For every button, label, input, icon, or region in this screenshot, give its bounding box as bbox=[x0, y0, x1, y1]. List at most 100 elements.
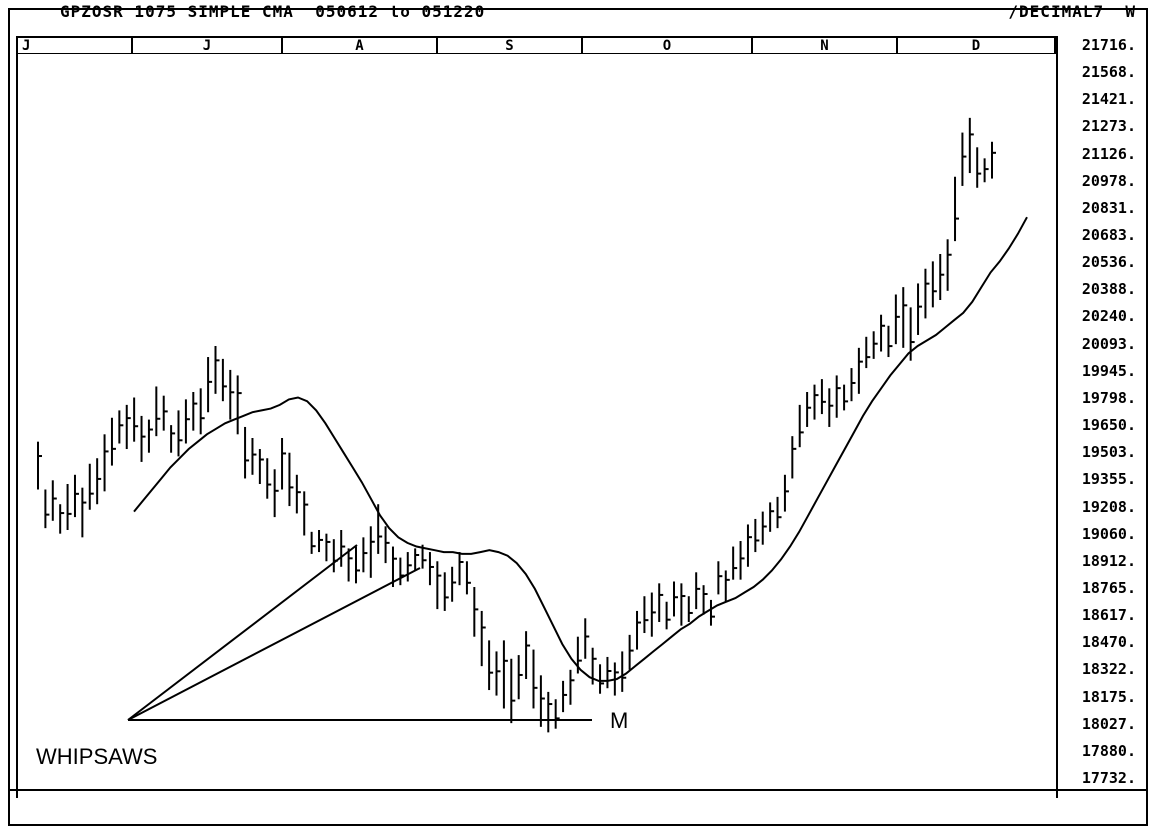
month-label: J bbox=[18, 38, 133, 54]
display-mode: /DECIMAL7 W bbox=[1008, 2, 1136, 21]
y-tick-label: 18765. bbox=[1081, 578, 1136, 597]
price-bar bbox=[510, 658, 516, 724]
price-bar bbox=[133, 397, 139, 442]
price-bar bbox=[828, 388, 834, 427]
price-bar bbox=[702, 585, 708, 615]
price-bar bbox=[384, 526, 390, 564]
y-tick-label: 17880. bbox=[1081, 741, 1136, 760]
price-bar bbox=[273, 469, 279, 518]
month-label: J bbox=[133, 38, 283, 54]
price-bar bbox=[214, 346, 220, 394]
price-bar bbox=[332, 539, 338, 573]
price-bar bbox=[110, 417, 116, 466]
price-bar bbox=[399, 557, 405, 586]
price-bar bbox=[221, 358, 227, 402]
price-bar bbox=[229, 369, 235, 420]
month-label: A bbox=[283, 38, 438, 54]
price-bar bbox=[391, 546, 397, 588]
y-tick-label: 20536. bbox=[1081, 253, 1136, 272]
price-bar bbox=[140, 415, 146, 462]
price-bar bbox=[939, 254, 945, 301]
price-bar bbox=[717, 561, 723, 595]
price-bar bbox=[310, 531, 316, 554]
price-bar bbox=[680, 583, 686, 626]
price-bar bbox=[236, 375, 242, 435]
price-bar bbox=[917, 283, 923, 335]
price-bar bbox=[251, 437, 257, 475]
price-bar bbox=[539, 675, 545, 727]
price-bar bbox=[547, 691, 553, 733]
chart-title: GPZOSR 1075 SIMPLE CMA 050612 to 051220 bbox=[60, 2, 486, 21]
y-tick-label: 20683. bbox=[1081, 226, 1136, 245]
price-bar bbox=[739, 541, 745, 580]
price-bar bbox=[428, 552, 434, 586]
price-bar bbox=[621, 651, 627, 692]
price-bar bbox=[606, 656, 612, 689]
whipsaw-line bbox=[127, 544, 358, 721]
price-bar bbox=[783, 474, 789, 512]
price-bar bbox=[776, 496, 782, 529]
annotation-m: M bbox=[610, 708, 629, 733]
price-bar bbox=[924, 268, 930, 319]
price-bar bbox=[44, 489, 50, 529]
price-bar bbox=[170, 425, 176, 453]
price-bar bbox=[665, 601, 671, 630]
price-bar bbox=[687, 596, 693, 622]
price-plot bbox=[37, 117, 1028, 733]
price-bar bbox=[658, 583, 664, 622]
price-bar bbox=[946, 239, 952, 291]
price-bar bbox=[820, 379, 826, 415]
price-bar bbox=[954, 176, 960, 242]
price-bar bbox=[480, 610, 486, 667]
price-bar bbox=[709, 599, 715, 626]
whipsaw-line bbox=[127, 567, 421, 721]
price-bar bbox=[103, 434, 109, 492]
price-bar bbox=[569, 669, 575, 705]
y-tick-label: 21716. bbox=[1081, 36, 1136, 54]
y-tick-label: 18027. bbox=[1081, 714, 1136, 733]
price-bar bbox=[695, 572, 701, 610]
price-bar bbox=[66, 483, 72, 530]
price-bar bbox=[266, 458, 272, 499]
price-bar bbox=[340, 529, 346, 567]
y-tick-label: 20978. bbox=[1081, 171, 1136, 190]
annotation-whipsaws: WHIPSAWS bbox=[36, 744, 158, 769]
price-bar bbox=[991, 141, 996, 179]
price-bar bbox=[850, 368, 856, 402]
price-bar bbox=[931, 261, 937, 308]
y-tick-label: 21568. bbox=[1081, 63, 1136, 82]
price-bar bbox=[732, 546, 738, 580]
month-label: S bbox=[438, 38, 583, 54]
y-tick-label: 18617. bbox=[1081, 606, 1136, 625]
price-bar bbox=[554, 699, 560, 729]
price-bar bbox=[443, 572, 449, 611]
price-bar bbox=[968, 117, 974, 174]
price-bar bbox=[894, 294, 900, 345]
price-bar bbox=[473, 587, 479, 637]
price-bar bbox=[643, 596, 649, 634]
y-tick-label: 18912. bbox=[1081, 551, 1136, 570]
y-tick-label: 20240. bbox=[1081, 307, 1136, 326]
price-bar bbox=[872, 331, 878, 359]
y-tick-label: 19355. bbox=[1081, 470, 1136, 489]
price-bar bbox=[155, 386, 161, 437]
price-bar bbox=[584, 618, 590, 659]
price-bar bbox=[192, 391, 198, 431]
price-bar bbox=[51, 480, 57, 521]
price-bar bbox=[983, 158, 989, 183]
price-bar bbox=[362, 537, 368, 573]
price-bar bbox=[244, 426, 250, 479]
y-tick-label: 20388. bbox=[1081, 280, 1136, 299]
y-tick-label: 21421. bbox=[1081, 90, 1136, 109]
window-frame bbox=[8, 8, 1148, 826]
price-bar bbox=[207, 357, 213, 413]
price-bar bbox=[628, 634, 634, 670]
month-label: O bbox=[583, 38, 753, 54]
price-bar bbox=[495, 651, 501, 696]
month-label: N bbox=[753, 38, 898, 54]
price-bar bbox=[724, 570, 730, 602]
price-bar bbox=[806, 391, 812, 427]
y-tick-label: 17732. bbox=[1081, 769, 1136, 787]
